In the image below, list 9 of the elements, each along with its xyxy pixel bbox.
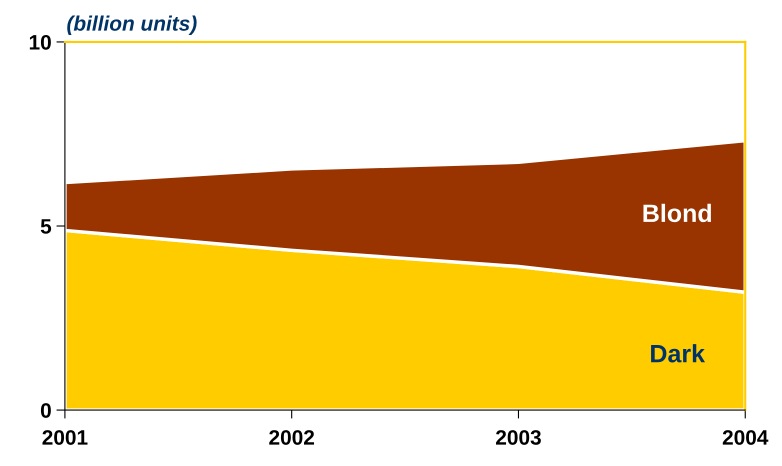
- y-tick-label: 0: [40, 403, 51, 418]
- series-label: Blond: [643, 204, 711, 222]
- chart-subtitle: (billion units): [67, 16, 197, 35]
- x-tick-label: 2003: [496, 430, 541, 445]
- x-tick-label: 2004: [722, 430, 768, 445]
- x-tick-label: 2002: [269, 430, 314, 445]
- y-tick-label: 10: [30, 34, 51, 50]
- y-tick-label: 5: [40, 219, 52, 234]
- x-tick-label: 2001: [42, 430, 88, 445]
